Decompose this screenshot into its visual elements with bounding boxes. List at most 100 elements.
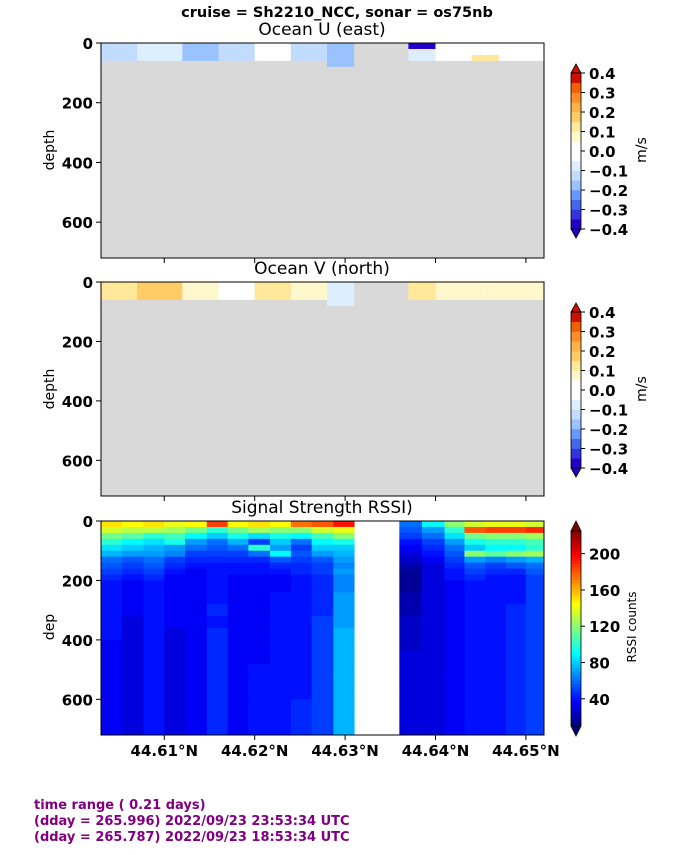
rssi-cell	[248, 687, 271, 700]
rssi-cell	[185, 556, 208, 564]
rssi-cell	[311, 538, 334, 546]
rssi-cell	[164, 574, 186, 581]
rssi-cell	[143, 628, 165, 641]
rssi-cell	[333, 532, 355, 540]
rssi-cell	[311, 521, 334, 528]
rssi-cell	[164, 723, 186, 736]
rssi-cell	[164, 604, 186, 617]
colorbar-segment	[571, 563, 581, 568]
colorbar-tick-label: 40	[589, 691, 610, 709]
rssi-cell	[421, 574, 445, 581]
dday-end-line: (dday = 265.996) 2022/09/23 23:53:34 UTC	[34, 814, 350, 829]
rssi-cell	[227, 711, 249, 724]
colorbar-segment	[571, 370, 581, 381]
rssi-cell	[525, 544, 545, 552]
rssi-cell	[248, 532, 271, 540]
rssi-cell	[525, 723, 545, 736]
rssi-cell	[101, 663, 123, 676]
colorbar-segment	[571, 703, 581, 707]
rssi-cell	[185, 723, 208, 736]
rssi-cell	[121, 628, 144, 641]
colorbar-segment	[571, 700, 581, 704]
rssi-cell	[185, 616, 208, 629]
rssi-cell	[121, 580, 144, 593]
rssi-cell	[143, 580, 165, 593]
colorbar-segment	[571, 553, 581, 558]
colorbar-segment	[571, 635, 581, 639]
rssi-cell	[227, 604, 249, 617]
rssi-cell	[485, 711, 507, 724]
rssi-cell	[444, 568, 465, 575]
rssi-cell	[248, 628, 271, 641]
colorbar-tick-label: −0.1	[589, 402, 628, 420]
colorbar-segment	[571, 713, 581, 717]
colorbar-tick-label: 0.1	[589, 363, 616, 381]
colorbar-segment	[571, 170, 581, 181]
colorbar-segment	[571, 399, 581, 410]
rssi-cell	[399, 639, 423, 653]
rssi-cell	[311, 663, 334, 676]
rssi-cell	[311, 544, 334, 552]
rssi-cell	[464, 675, 486, 688]
rssi-cell	[185, 526, 208, 534]
rssi-cell	[270, 544, 292, 552]
rssi-cell	[421, 521, 445, 528]
rssi-cell	[399, 604, 423, 617]
rssi-cell	[121, 532, 144, 540]
rssi-cell	[164, 616, 186, 629]
rssi-cell	[206, 532, 228, 540]
time-range-line: time range ( 0.21 days)	[34, 798, 206, 813]
time-range-footer: time range ( 0.21 days) (dday = 265.996)…	[34, 798, 350, 846]
rssi-cell	[421, 628, 445, 641]
nodata-background	[101, 43, 544, 258]
rssi-cell	[101, 699, 123, 712]
nodata-background	[101, 282, 544, 496]
rssi-cell	[464, 568, 486, 575]
rssi-cell	[444, 699, 465, 712]
rssi-cell	[444, 639, 465, 653]
rssi-cell	[206, 580, 228, 593]
rssi-cell	[311, 628, 334, 641]
rssi-cell	[248, 544, 271, 552]
rssi-cell	[421, 604, 445, 617]
rssi-cell	[485, 639, 507, 653]
rssi-cell	[206, 663, 228, 676]
rssi-cell	[290, 592, 313, 605]
colorbar-tick-label: 0.3	[589, 85, 616, 103]
rssi-cell	[506, 604, 527, 617]
rssi-cell	[525, 651, 545, 665]
colorbar-segment	[571, 716, 581, 720]
panel-rssi-ylabel: dep	[42, 614, 58, 641]
rssi-cell	[206, 538, 228, 546]
rssi-cell	[399, 550, 423, 558]
rssi-cell	[164, 628, 186, 641]
rssi-cell	[270, 699, 292, 712]
rssi-cell	[206, 639, 228, 653]
rssi-cell	[399, 699, 423, 712]
rssi-cell	[143, 538, 165, 546]
rssi-cell	[421, 663, 445, 676]
rssi-cell	[485, 628, 507, 641]
velocity-cell	[480, 282, 544, 300]
rssi-cell	[143, 651, 165, 665]
rssi-cell	[444, 556, 465, 564]
rssi-cell	[227, 556, 249, 564]
rssi-cell	[227, 663, 249, 676]
rssi-cell	[421, 699, 445, 712]
rssi-cell	[525, 675, 545, 688]
rssi-cell	[101, 532, 123, 540]
rssi-cell	[227, 580, 249, 593]
rssi-cell	[464, 544, 486, 552]
velocity-cell	[254, 43, 291, 61]
colorbar-extend-min	[570, 467, 582, 478]
rssi-cell	[143, 568, 165, 575]
rssi-cell	[506, 574, 527, 581]
rssi-cell	[248, 699, 271, 712]
rssi-cell	[525, 604, 545, 617]
rssi-cell	[185, 574, 208, 581]
rssi-cell	[506, 562, 527, 569]
rssi-cell	[506, 723, 527, 736]
rssi-cell	[464, 711, 486, 724]
panel-ocean-v-title: Ocean V (north)	[254, 259, 390, 279]
